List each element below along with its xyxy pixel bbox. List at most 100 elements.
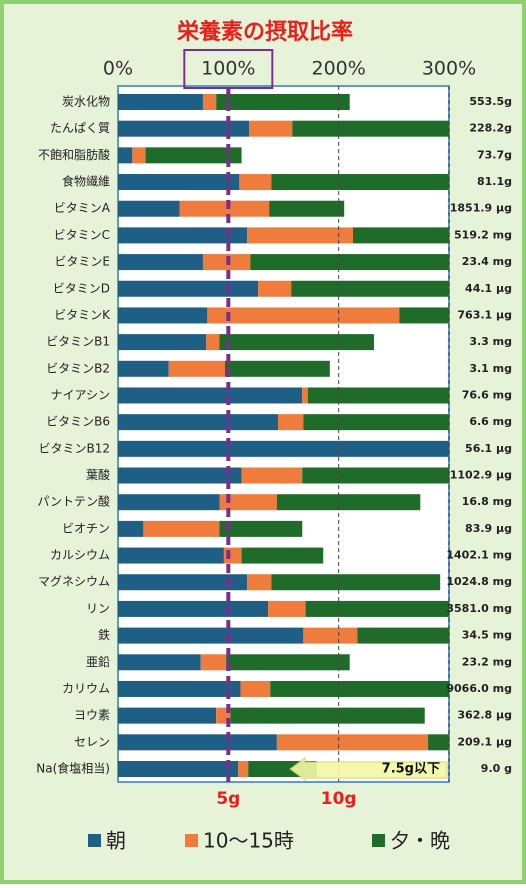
bar-segment bbox=[118, 334, 207, 351]
bar-segment bbox=[241, 467, 303, 484]
bar-segment bbox=[118, 307, 208, 324]
category-label: ビタミンD bbox=[53, 281, 110, 295]
bar-segment bbox=[118, 734, 277, 751]
bar-segment bbox=[143, 520, 220, 537]
amount-label: 362.8 μg bbox=[457, 709, 512, 722]
bar-segment bbox=[276, 734, 429, 751]
bar-segment bbox=[247, 227, 354, 244]
bar-segment bbox=[247, 574, 272, 591]
x-tick-label: 0% bbox=[103, 58, 133, 80]
x-tick-label: 100% bbox=[201, 58, 255, 80]
amount-label: 16.8 mg bbox=[462, 495, 512, 508]
category-label: ナイアシン bbox=[50, 388, 110, 402]
x-tick-label: 300% bbox=[422, 58, 476, 80]
bar-segment bbox=[202, 94, 217, 110]
category-label: 葉酸 bbox=[86, 467, 110, 482]
bar-segment bbox=[118, 761, 239, 777]
bar-segment bbox=[303, 627, 358, 644]
category-label: ビタミンA bbox=[54, 201, 111, 215]
na-tick-label: 5g bbox=[216, 789, 240, 809]
bar-segment bbox=[353, 227, 449, 244]
amount-label: 553.5g bbox=[469, 95, 512, 108]
bar-segment bbox=[399, 307, 449, 324]
legend-swatch bbox=[88, 834, 101, 847]
bar-segment bbox=[276, 494, 421, 511]
bar-segment bbox=[118, 574, 248, 591]
bar-segment bbox=[357, 627, 449, 644]
amount-label: 73.7g bbox=[477, 148, 512, 161]
bar-segment bbox=[219, 520, 303, 537]
amount-label: 1102.9 μg bbox=[450, 469, 512, 482]
x-tick-label: 200% bbox=[312, 58, 366, 80]
amount-label: 1851.9 μg bbox=[450, 202, 512, 215]
category-label: 炭水化物 bbox=[62, 95, 110, 109]
bar-segment bbox=[118, 387, 303, 404]
bar-segment bbox=[132, 147, 146, 164]
bar-segment bbox=[230, 707, 425, 724]
bar-segment bbox=[118, 494, 220, 511]
bar-segment bbox=[238, 761, 249, 777]
bar-segment bbox=[168, 360, 226, 377]
bar-segment bbox=[118, 120, 250, 137]
plot-area bbox=[117, 85, 450, 783]
category-label: ビタミンC bbox=[54, 228, 110, 242]
category-label: マグネシウム bbox=[38, 575, 110, 589]
category-label: ビタミンB1 bbox=[46, 335, 110, 349]
legend-swatch bbox=[372, 834, 385, 847]
bar-segment bbox=[250, 254, 449, 271]
category-label: 亜鉛 bbox=[86, 655, 110, 669]
amount-label: 1024.8 mg bbox=[446, 575, 512, 588]
bar-segment bbox=[118, 200, 180, 217]
bar-segment bbox=[291, 280, 449, 297]
bar-segment bbox=[268, 600, 306, 617]
bar-segment bbox=[219, 494, 277, 511]
category-label: Na(食塩相当) bbox=[36, 761, 110, 776]
bar-segment bbox=[240, 680, 271, 697]
bar-segment bbox=[118, 414, 278, 431]
amount-label: 23.4 mg bbox=[462, 255, 512, 268]
bar-segment bbox=[200, 654, 227, 671]
annotation: 7.5g以下 bbox=[382, 762, 440, 777]
bar-segment bbox=[241, 547, 324, 564]
category-label: カリウム bbox=[62, 681, 110, 695]
bar-segment bbox=[118, 547, 224, 564]
bar-segment bbox=[303, 414, 449, 431]
category-label: パントテン酸 bbox=[37, 494, 110, 509]
amount-label: 6.6 mg bbox=[469, 415, 512, 428]
category-label: 鉄 bbox=[98, 627, 110, 642]
category-label: ヨウ素 bbox=[74, 708, 110, 722]
category-label: ビタミンB12 bbox=[38, 441, 110, 455]
amount-label: 34.5 mg bbox=[462, 629, 512, 642]
amount-label: 23.2 mg bbox=[462, 655, 512, 668]
bar-segment bbox=[216, 94, 350, 110]
legend-label: 10～15時 bbox=[203, 829, 294, 853]
bar-segment bbox=[270, 680, 449, 697]
na-tick-label: 10g bbox=[321, 789, 357, 809]
bar-segment bbox=[302, 467, 449, 484]
bar-segment bbox=[118, 627, 304, 644]
bar-segment bbox=[118, 227, 248, 244]
bar-segment bbox=[219, 334, 374, 351]
bar-segment bbox=[118, 680, 241, 697]
category-label: ビタミンE bbox=[54, 255, 110, 269]
amount-label: 3.1 mg bbox=[469, 362, 512, 375]
amount-label: 1402.1 mg bbox=[446, 549, 512, 562]
amount-label: 763.1 μg bbox=[457, 308, 512, 321]
category-label: たんぱく質 bbox=[50, 120, 110, 135]
category-label: リン bbox=[86, 601, 110, 615]
amount-label: 9066.0 mg bbox=[446, 682, 512, 695]
bar-segment bbox=[207, 307, 400, 324]
bar-segment bbox=[145, 147, 242, 164]
chart-title: 栄養素の摂取比率 bbox=[176, 19, 353, 45]
amount-label: 9.0 g bbox=[481, 762, 512, 775]
amount-label: 3581.0 mg bbox=[446, 602, 512, 615]
bar-segment bbox=[239, 174, 272, 191]
bar-segment bbox=[271, 174, 449, 191]
category-label: ビオチン bbox=[62, 521, 110, 535]
legend-label: 朝 bbox=[106, 829, 126, 853]
amount-label: 209.1 μg bbox=[457, 735, 512, 748]
bar-segment bbox=[118, 360, 169, 377]
bar-segment bbox=[226, 654, 350, 671]
amount-label: 81.1g bbox=[477, 175, 512, 188]
